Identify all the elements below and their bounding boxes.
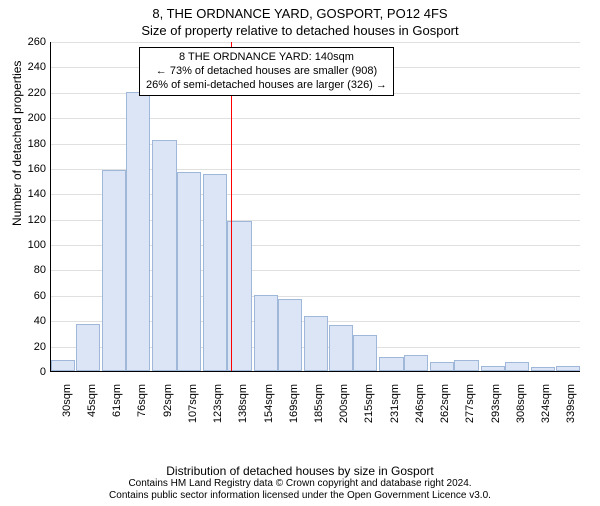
- x-tick-label: 154sqm: [263, 384, 275, 432]
- x-tick-label: 138sqm: [237, 384, 249, 432]
- histogram-bar: [454, 360, 478, 371]
- x-tick-label: 107sqm: [187, 384, 199, 432]
- gridline: [51, 42, 580, 43]
- x-tick-label: 200sqm: [338, 384, 350, 432]
- x-tick-label: 45sqm: [86, 384, 98, 432]
- histogram-bar: [203, 174, 227, 371]
- y-tick-label: 140: [16, 188, 46, 200]
- histogram-bar: [304, 316, 328, 371]
- histogram-bar: [531, 367, 555, 371]
- y-tick-label: 260: [16, 36, 46, 48]
- y-tick-label: 200: [16, 112, 46, 124]
- info-line2: ← 73% of detached houses are smaller (90…: [146, 65, 387, 79]
- x-tick-label: 277sqm: [464, 384, 476, 432]
- histogram-bar: [126, 92, 150, 371]
- histogram-bar: [102, 170, 126, 371]
- x-tick-label: 293sqm: [490, 384, 502, 432]
- y-tick-label: 160: [16, 163, 46, 175]
- x-axis-label: Distribution of detached houses by size …: [0, 464, 600, 478]
- footer-attribution: Contains HM Land Registry data © Crown c…: [0, 478, 600, 502]
- histogram-bar: [353, 335, 377, 371]
- histogram-chart: 0204060801001201401601802002202402608 TH…: [50, 42, 580, 422]
- x-tick-label: 169sqm: [288, 384, 300, 432]
- histogram-bar: [481, 366, 505, 371]
- x-tick-label: 92sqm: [162, 384, 174, 432]
- footer-line2: Contains public sector information licen…: [0, 490, 600, 502]
- x-tick-label: 231sqm: [389, 384, 401, 432]
- y-tick-label: 20: [16, 341, 46, 353]
- y-tick-label: 0: [16, 366, 46, 378]
- y-tick-label: 60: [16, 290, 46, 302]
- x-tick-label: 185sqm: [313, 384, 325, 432]
- x-tick-label: 324sqm: [540, 384, 552, 432]
- page-title-subtitle: Size of property relative to detached ho…: [0, 23, 600, 38]
- x-tick-label: 262sqm: [439, 384, 451, 432]
- histogram-bar: [404, 355, 428, 372]
- histogram-bar: [329, 325, 353, 371]
- page-title-address: 8, THE ORDNANCE YARD, GOSPORT, PO12 4FS: [0, 6, 600, 21]
- histogram-bar: [430, 362, 454, 371]
- histogram-bar: [505, 362, 529, 371]
- y-tick-label: 180: [16, 138, 46, 150]
- histogram-bar: [556, 366, 580, 371]
- histogram-bar: [278, 299, 302, 371]
- x-tick-label: 246sqm: [414, 384, 426, 432]
- histogram-bar: [76, 324, 100, 371]
- y-tick-label: 80: [16, 264, 46, 276]
- info-line3: 26% of semi-detached houses are larger (…: [146, 79, 387, 93]
- footer-line1: Contains HM Land Registry data © Crown c…: [0, 478, 600, 490]
- info-line1: 8 THE ORDNANCE YARD: 140sqm: [146, 51, 387, 65]
- histogram-bar: [51, 360, 75, 371]
- x-tick-label: 339sqm: [565, 384, 577, 432]
- x-tick-label: 123sqm: [212, 384, 224, 432]
- histogram-bar: [152, 140, 176, 371]
- y-tick-label: 120: [16, 214, 46, 226]
- histogram-bar: [379, 357, 403, 371]
- y-tick-label: 220: [16, 87, 46, 99]
- plot-area: 0204060801001201401601802002202402608 TH…: [50, 42, 580, 372]
- y-tick-label: 40: [16, 315, 46, 327]
- x-tick-label: 76sqm: [136, 384, 148, 432]
- x-tick-label: 61sqm: [111, 384, 123, 432]
- x-tick-label: 215sqm: [363, 384, 375, 432]
- y-tick-label: 100: [16, 239, 46, 251]
- info-box: 8 THE ORDNANCE YARD: 140sqm← 73% of deta…: [139, 47, 394, 96]
- histogram-bar: [177, 172, 201, 371]
- x-tick-label: 30sqm: [61, 384, 73, 432]
- histogram-bar: [254, 295, 278, 371]
- x-tick-label: 308sqm: [515, 384, 527, 432]
- y-tick-label: 240: [16, 61, 46, 73]
